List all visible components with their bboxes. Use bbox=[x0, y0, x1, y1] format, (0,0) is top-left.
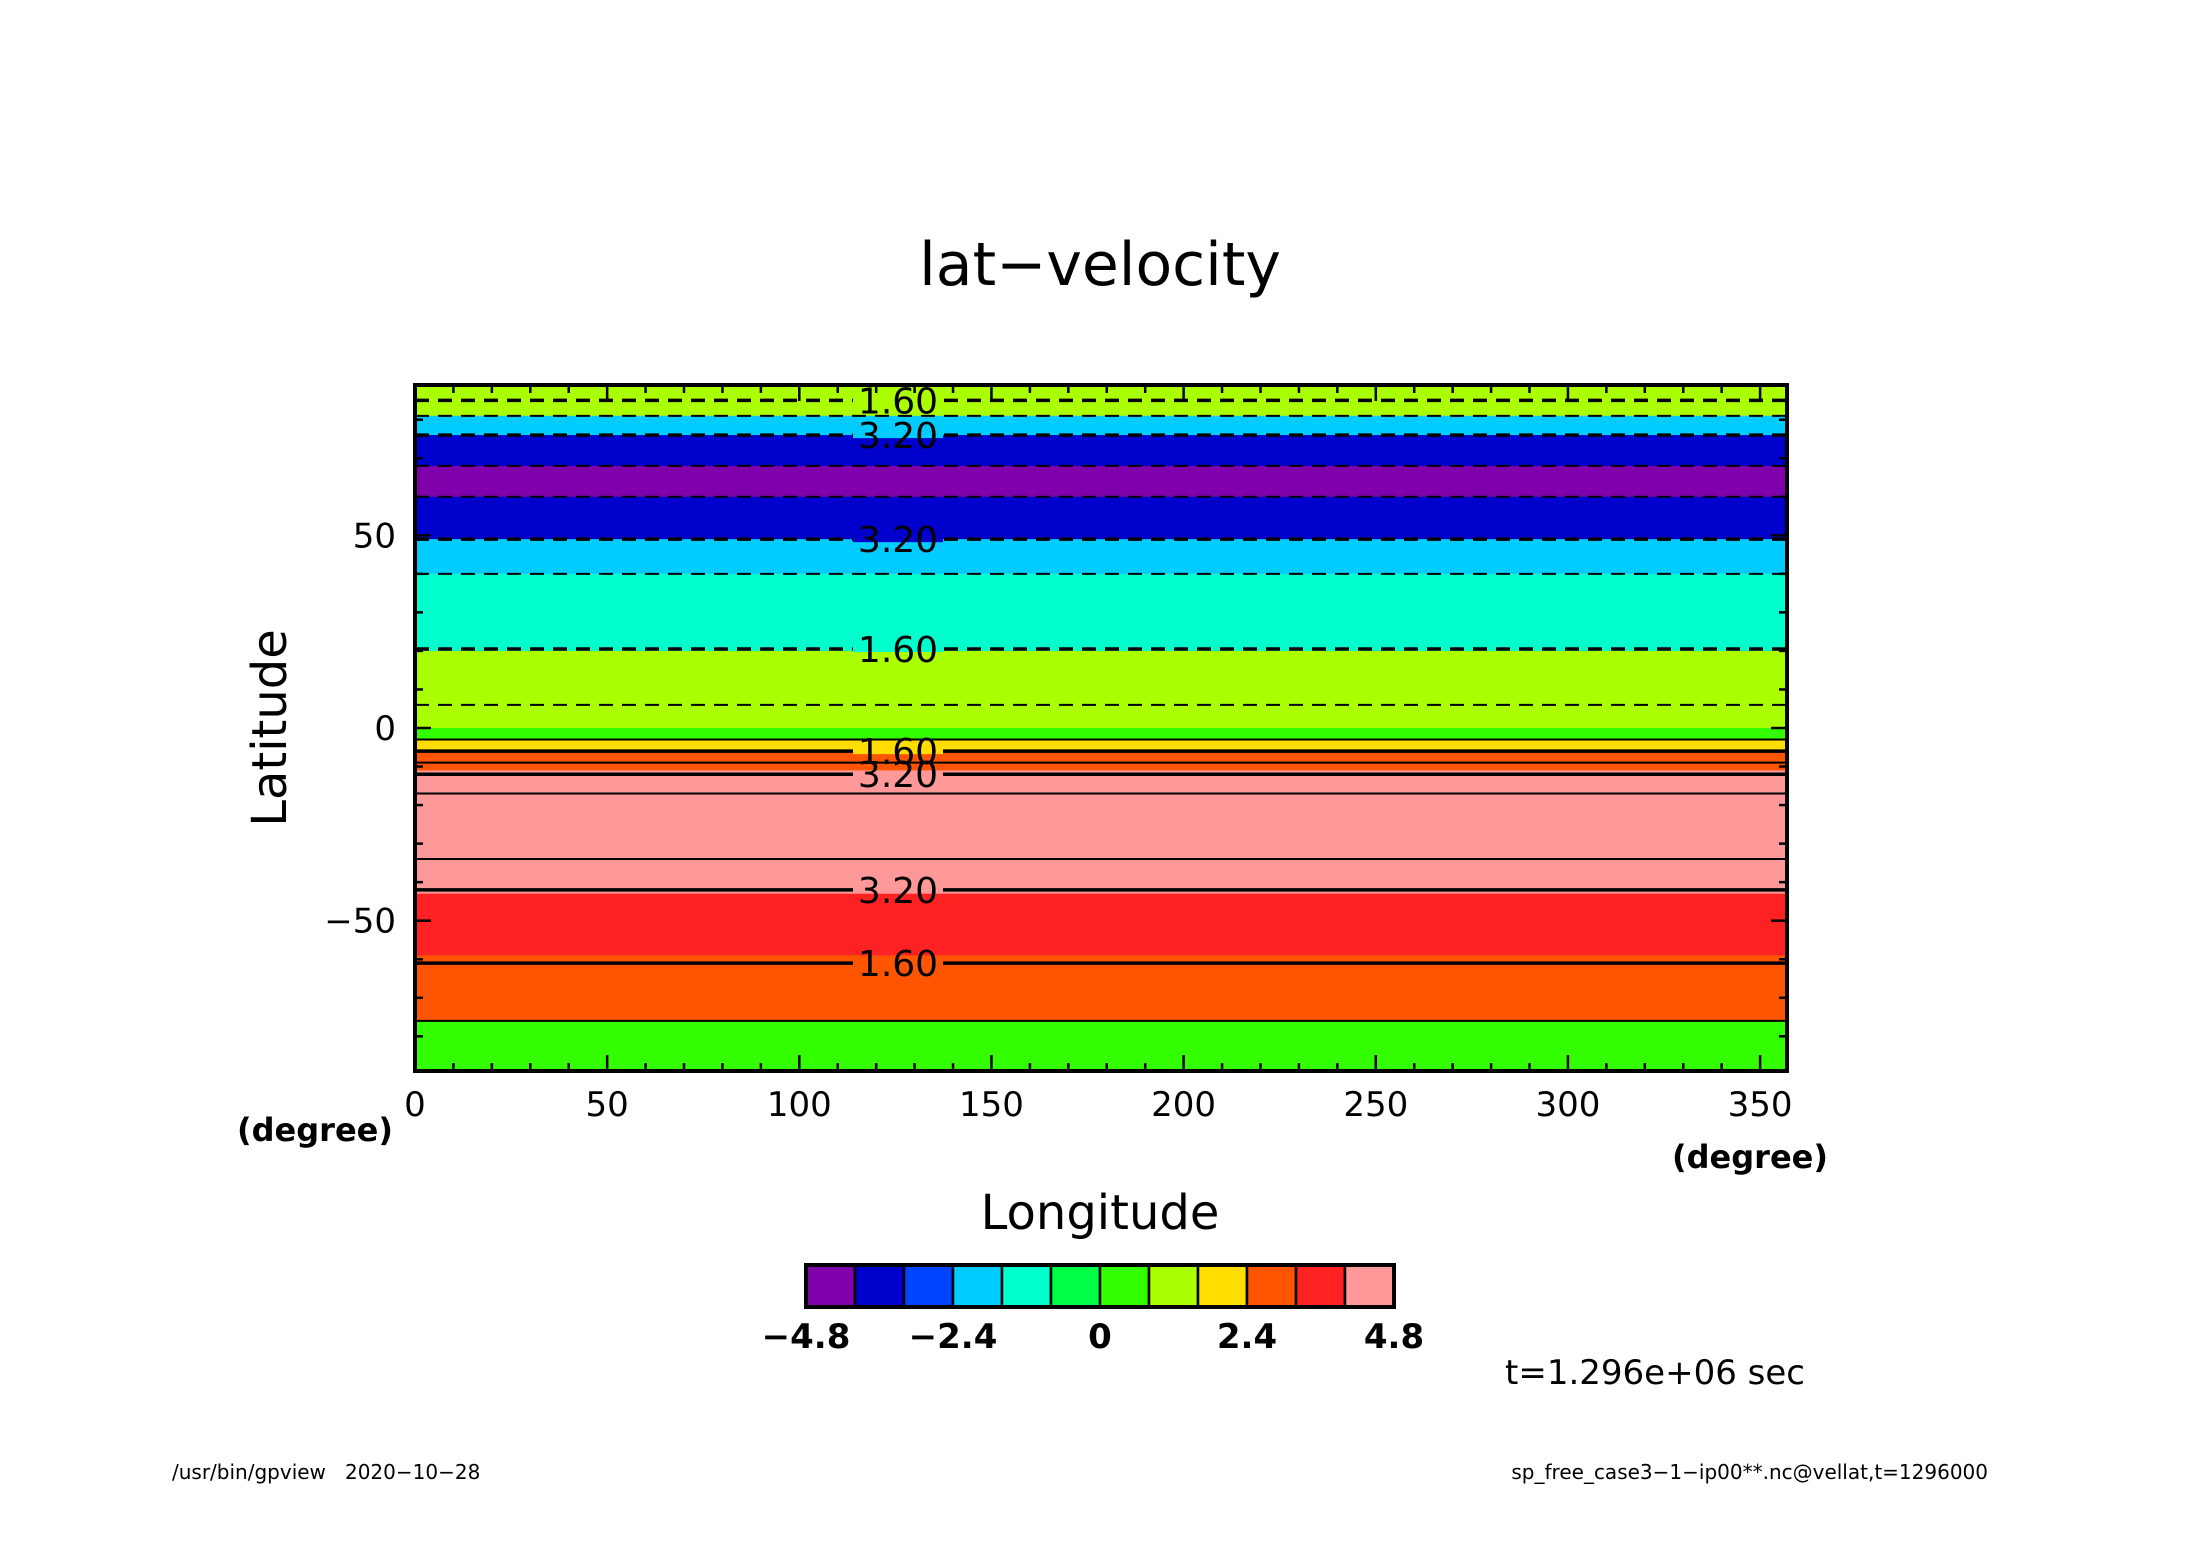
colorbar-cell-11 bbox=[1343, 1263, 1396, 1309]
colorbar-cell-5 bbox=[1049, 1263, 1102, 1309]
band-2 bbox=[415, 435, 1787, 467]
colorbar-tick-label: 2.4 bbox=[1217, 1317, 1277, 1357]
colorbar-cell-10 bbox=[1294, 1263, 1347, 1309]
band-5 bbox=[415, 539, 1787, 575]
colorbar-frame bbox=[804, 1263, 1396, 1309]
plot-frame bbox=[413, 383, 1789, 1073]
colorbar-cell-2 bbox=[902, 1263, 955, 1309]
contour-label-gap-15 bbox=[853, 886, 943, 893]
band-6 bbox=[415, 573, 1787, 652]
x-tick-label: 200 bbox=[1151, 1085, 1216, 1125]
band-15 bbox=[415, 955, 1787, 1022]
colorbar-tick-labels: −4.8 −2.4 0 2.4 4.8 bbox=[762, 1317, 1424, 1357]
colorbar-tick-label: −2.4 bbox=[909, 1317, 998, 1357]
time-label: t=1.296e+06 sec bbox=[1505, 1353, 1805, 1393]
contour-label-15: 3.20 bbox=[858, 871, 938, 912]
contour-label-10: 1.60 bbox=[858, 732, 938, 773]
band-11 bbox=[415, 770, 1787, 795]
contour-label-gap-12 bbox=[853, 771, 943, 778]
x-tick-label: 50 bbox=[586, 1085, 629, 1125]
heatmap-bands bbox=[415, 385, 1787, 1072]
y-axis-title: Latitude bbox=[242, 629, 298, 827]
colorbar-tick-label: 4.8 bbox=[1364, 1317, 1424, 1357]
y-tick-label: −50 bbox=[324, 902, 396, 942]
contour-label-gap-0 bbox=[853, 397, 943, 404]
band-7 bbox=[415, 650, 1787, 729]
footer-left: /usr/bin/gpview 2020−10−28 bbox=[172, 1460, 480, 1484]
colorbar-cell-0 bbox=[804, 1263, 857, 1309]
contour-label-0: 1.60 bbox=[858, 381, 938, 422]
x-tick-label: 300 bbox=[1535, 1085, 1600, 1125]
contour-label-gap-2 bbox=[853, 432, 943, 439]
band-4 bbox=[415, 496, 1787, 540]
colorbar-cell-4 bbox=[1000, 1263, 1053, 1309]
contour-label-7: 1.60 bbox=[858, 630, 938, 671]
x-tick-label: 250 bbox=[1343, 1085, 1408, 1125]
contour-label-gap-10 bbox=[853, 748, 943, 755]
contour-label-12: 3.20 bbox=[858, 755, 938, 796]
band-16 bbox=[415, 1020, 1787, 1072]
contour-lines bbox=[415, 398, 1787, 1022]
colorbar-tick-label: 0 bbox=[1088, 1317, 1112, 1357]
band-8 bbox=[415, 728, 1787, 741]
y-tick-label: 50 bbox=[353, 516, 396, 556]
contour-label-gap-7 bbox=[853, 645, 943, 652]
x-tick-label: 150 bbox=[959, 1085, 1024, 1125]
x-tick-label: 350 bbox=[1728, 1085, 1793, 1125]
colorbar-cell-6 bbox=[1098, 1263, 1151, 1309]
x-unit-right: (degree) bbox=[1672, 1138, 1828, 1176]
colorbar-cell-1 bbox=[853, 1263, 906, 1309]
x-axis-title: Longitude bbox=[981, 1185, 1220, 1241]
x-unit-left: (degree) bbox=[237, 1111, 393, 1149]
footer-right: sp_free_case3−1−ip00**.nc@vellat,t=12960… bbox=[1511, 1460, 1988, 1484]
band-0 bbox=[415, 385, 1787, 417]
y-tick-labels: −50 0 50 bbox=[324, 516, 396, 941]
contour-label-16: 1.60 bbox=[858, 944, 938, 985]
colorbar-cell-3 bbox=[951, 1263, 1004, 1309]
contour-label-2: 3.20 bbox=[858, 416, 938, 457]
band-3 bbox=[415, 465, 1787, 498]
band-10 bbox=[415, 751, 1787, 771]
colorbar bbox=[804, 1263, 1396, 1309]
contour-label-5: 3.20 bbox=[858, 520, 938, 561]
colorbar-cell-9 bbox=[1245, 1263, 1298, 1309]
contour-label-gap-16 bbox=[853, 960, 943, 967]
contour-labels: 1.603.203.201.601.603.203.201.60 bbox=[853, 381, 943, 985]
chart-title: lat−velocity bbox=[919, 230, 1281, 300]
band-1 bbox=[415, 415, 1787, 436]
band-12 bbox=[415, 793, 1787, 860]
colorbar-cell-8 bbox=[1196, 1263, 1249, 1309]
band-14 bbox=[415, 893, 1787, 956]
colorbar-cell-7 bbox=[1147, 1263, 1200, 1309]
y-tick-label: 0 bbox=[374, 709, 396, 749]
colorbar-tick-label: −4.8 bbox=[762, 1317, 851, 1357]
x-tick-label: 100 bbox=[767, 1085, 832, 1125]
x-tick-labels: 0 50 100 150 200 250 300 350 bbox=[404, 1085, 1792, 1125]
contour-label-gap-5 bbox=[853, 536, 943, 543]
x-tick-label: 0 bbox=[404, 1085, 426, 1125]
band-9 bbox=[415, 739, 1787, 752]
